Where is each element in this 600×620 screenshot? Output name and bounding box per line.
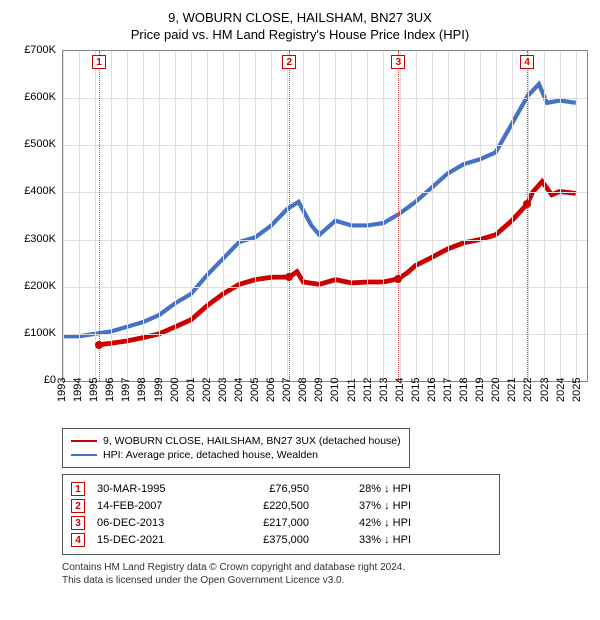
sale-marker-dot [285, 273, 293, 281]
sales-table: 1 30-MAR-1995 £76,950 28% ↓ HPI 2 14-FEB-2007… [62, 474, 500, 555]
x-tick-label: 2024 [555, 378, 567, 402]
x-tick-label: 2020 [490, 378, 502, 402]
sale-marker-badge: 4 [520, 55, 534, 69]
chart-subtitle: Price paid vs. HM Land Registry's House … [12, 27, 588, 42]
chart-title: 9, WOBURN CLOSE, HAILSHAM, BN27 3UX [12, 10, 588, 25]
x-tick-label: 1995 [88, 378, 100, 402]
series-line [99, 182, 576, 345]
y-tick-label: £600K [24, 91, 56, 103]
legend-label: HPI: Average price, detached house, Weal… [103, 449, 318, 461]
x-tick-label: 2019 [474, 378, 486, 402]
sale-marker-badge: 2 [282, 55, 296, 69]
sales-row-price: £217,000 [219, 517, 309, 529]
y-tick-label: £500K [24, 138, 56, 150]
sales-row-delta: 37% ↓ HPI [321, 500, 411, 512]
x-tick-label: 2009 [313, 378, 325, 402]
x-tick-label: 2003 [217, 378, 229, 402]
x-tick-label: 1997 [120, 378, 132, 402]
legend-swatch [71, 440, 97, 442]
x-tick-label: 1999 [153, 378, 165, 402]
y-tick-label: £700K [24, 44, 56, 56]
y-tick-label: £300K [24, 233, 56, 245]
sale-marker-dot [523, 200, 531, 208]
x-tick-label: 1998 [136, 378, 148, 402]
plot-area: 1 2 3 4 [62, 50, 588, 382]
sale-marker-dot [95, 341, 103, 349]
sales-row: 1 30-MAR-1995 £76,950 28% ↓ HPI [71, 482, 491, 496]
x-tick-label: 2007 [281, 378, 293, 402]
x-axis-labels: 1993199419951996199719981999200020012002… [62, 382, 588, 420]
legend-item: 9, WOBURN CLOSE, HAILSHAM, BN27 3UX (det… [71, 435, 401, 447]
sales-row-date: 14-FEB-2007 [97, 500, 207, 512]
sale-marker-line [289, 51, 290, 381]
x-tick-label: 2011 [346, 378, 358, 402]
x-tick-label: 2015 [410, 378, 422, 402]
x-tick-label: 2021 [506, 378, 518, 402]
sales-row-delta: 42% ↓ HPI [321, 517, 411, 529]
sales-row-badge: 3 [71, 516, 85, 530]
sales-row-price: £375,000 [219, 534, 309, 546]
x-tick-label: 1994 [72, 378, 84, 402]
x-tick-label: 2016 [426, 378, 438, 402]
y-tick-label: £0 [44, 374, 56, 386]
x-tick-label: 2014 [394, 378, 406, 402]
x-tick-label: 2022 [522, 378, 534, 402]
chart-area: £0£100K£200K£300K£400K£500K£600K£700K 12… [12, 50, 588, 420]
sales-row-badge: 1 [71, 482, 85, 496]
legend-swatch [71, 454, 97, 456]
x-tick-label: 2005 [249, 378, 261, 402]
footnote-line: This data is licensed under the Open Gov… [62, 574, 588, 587]
y-axis-labels: £0£100K£200K£300K£400K£500K£600K£700K [12, 50, 60, 380]
sale-marker-line [99, 51, 100, 381]
x-tick-label: 2025 [571, 378, 583, 402]
legend-item: HPI: Average price, detached house, Weal… [71, 449, 401, 461]
y-tick-label: £200K [24, 280, 56, 292]
sale-marker-line [527, 51, 528, 381]
x-tick-label: 1993 [56, 378, 68, 402]
x-tick-label: 2004 [233, 378, 245, 402]
sales-row-date: 06-DEC-2013 [97, 517, 207, 529]
x-tick-label: 2000 [169, 378, 181, 402]
sales-row-delta: 28% ↓ HPI [321, 483, 411, 495]
sales-row-badge: 2 [71, 499, 85, 513]
footnote-line: Contains HM Land Registry data © Crown c… [62, 561, 588, 574]
sale-marker-badge: 3 [391, 55, 405, 69]
sale-marker-badge: 1 [92, 55, 106, 69]
footnote: Contains HM Land Registry data © Crown c… [62, 561, 588, 587]
sales-row-date: 15-DEC-2021 [97, 534, 207, 546]
sales-row-date: 30-MAR-1995 [97, 483, 207, 495]
x-tick-label: 1996 [104, 378, 116, 402]
x-tick-label: 2023 [539, 378, 551, 402]
x-tick-label: 2006 [265, 378, 277, 402]
legend-label: 9, WOBURN CLOSE, HAILSHAM, BN27 3UX (det… [103, 435, 401, 447]
sale-marker-line [398, 51, 399, 381]
legend: 9, WOBURN CLOSE, HAILSHAM, BN27 3UX (det… [62, 428, 410, 468]
sale-marker-dot [394, 275, 402, 283]
x-tick-label: 2013 [378, 378, 390, 402]
sales-row-price: £220,500 [219, 500, 309, 512]
sales-row: 4 15-DEC-2021 £375,000 33% ↓ HPI [71, 533, 491, 547]
x-tick-label: 2018 [458, 378, 470, 402]
x-tick-label: 2012 [362, 378, 374, 402]
x-tick-label: 2008 [297, 378, 309, 402]
x-tick-label: 2010 [329, 378, 341, 402]
sales-row-badge: 4 [71, 533, 85, 547]
line-series [63, 51, 587, 381]
sales-row: 3 06-DEC-2013 £217,000 42% ↓ HPI [71, 516, 491, 530]
x-tick-label: 2002 [201, 378, 213, 402]
sales-row-price: £76,950 [219, 483, 309, 495]
sales-row: 2 14-FEB-2007 £220,500 37% ↓ HPI [71, 499, 491, 513]
y-tick-label: £100K [24, 327, 56, 339]
y-tick-label: £400K [24, 185, 56, 197]
x-tick-label: 2001 [185, 378, 197, 402]
x-tick-label: 2017 [442, 378, 454, 402]
sales-row-delta: 33% ↓ HPI [321, 534, 411, 546]
